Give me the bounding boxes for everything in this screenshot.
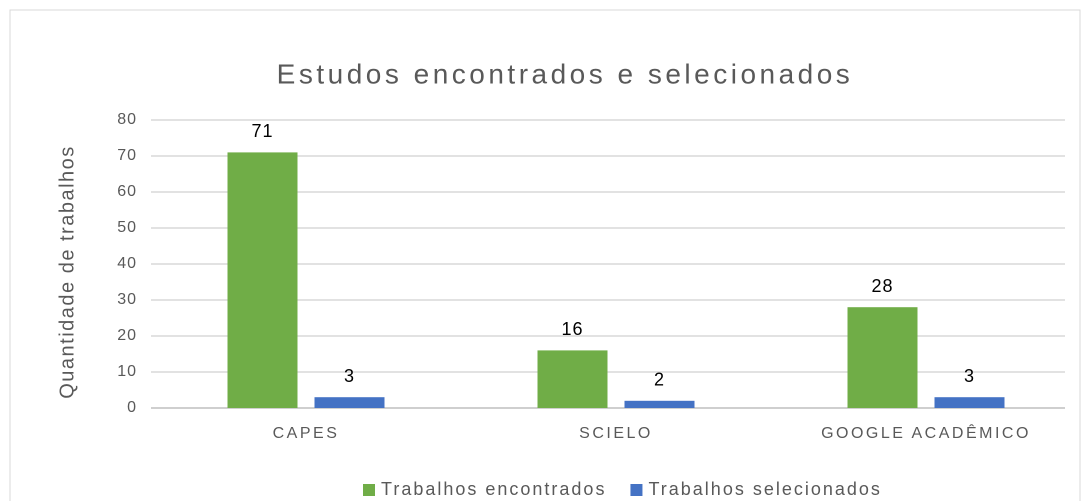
bar	[847, 307, 918, 408]
value-label: 28	[871, 276, 893, 296]
y-tick-label: 30	[117, 291, 137, 308]
bar	[314, 397, 385, 408]
y-tick-label: 80	[117, 111, 137, 128]
y-axis-label: Quantidade de trabalhos	[56, 145, 78, 399]
y-tick-label: 50	[117, 219, 137, 236]
value-label: 2	[654, 370, 665, 390]
x-tick-label: CAPES	[273, 425, 340, 442]
legend-swatch	[630, 484, 643, 496]
value-label: 3	[344, 366, 355, 386]
chart-frame	[9, 9, 1081, 501]
value-label: 3	[964, 366, 975, 386]
bar	[934, 397, 1005, 408]
bar	[227, 152, 298, 408]
value-label: 71	[251, 121, 273, 141]
x-tick-label: SCIELO	[579, 425, 653, 442]
y-tick-label: 10	[117, 363, 137, 380]
legend-label: Trabalhos encontrados	[381, 479, 606, 499]
value-label: 16	[561, 319, 583, 339]
bar	[624, 400, 695, 408]
x-tick-label: GOOGLE ACADÊMICO	[821, 423, 1031, 442]
y-tick-label: 0	[127, 399, 137, 416]
y-tick-label: 20	[117, 327, 137, 344]
chart-title: Estudos encontrados e selecionados	[277, 58, 854, 89]
legend-swatch	[363, 484, 375, 496]
y-tick-label: 60	[117, 183, 137, 200]
bar	[537, 350, 608, 408]
legend-label: Trabalhos selecionados	[648, 479, 881, 499]
y-tick-label: 70	[117, 147, 137, 164]
y-tick-label: 40	[117, 255, 137, 272]
